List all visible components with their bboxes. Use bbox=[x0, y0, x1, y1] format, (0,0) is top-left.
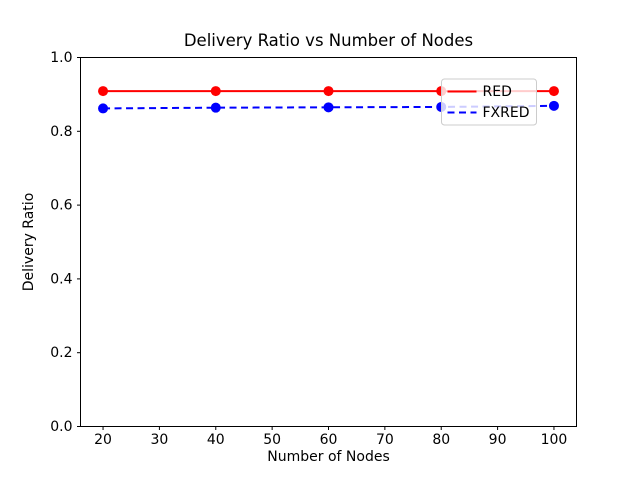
data-point bbox=[98, 103, 109, 114]
y-tick-label: 0.4 bbox=[50, 271, 72, 287]
y-axis-label: Delivery Ratio bbox=[21, 193, 37, 292]
legend-label: RED bbox=[483, 84, 512, 100]
x-axis-label: Number of Nodes bbox=[267, 449, 389, 465]
data-point bbox=[548, 86, 559, 97]
x-tick-label: 70 bbox=[376, 432, 394, 448]
y-tick-label: 0.6 bbox=[50, 198, 72, 214]
x-tick-label: 20 bbox=[94, 432, 112, 448]
x-tick-label: 90 bbox=[489, 432, 507, 448]
data-point bbox=[98, 86, 109, 97]
y-tick-label: 0.0 bbox=[50, 419, 72, 435]
chart-title: Delivery Ratio vs Number of Nodes bbox=[184, 31, 473, 50]
legend: RED FXRED bbox=[441, 78, 537, 126]
plot-area: 20 30 40 50 60 70 80 90 100 0.0 0.2 0.4 0.6 0.8 1.0 RED… bbox=[50, 50, 577, 448]
x-tick-label: 100 bbox=[541, 432, 568, 448]
data-point bbox=[323, 102, 334, 113]
x-tick-label: 40 bbox=[207, 432, 225, 448]
y-tick-label: 0.8 bbox=[50, 124, 72, 140]
data-point bbox=[323, 86, 334, 97]
x-tick-label: 30 bbox=[150, 432, 168, 448]
x-tick-label: 80 bbox=[432, 432, 450, 448]
data-point bbox=[548, 100, 559, 111]
data-point bbox=[210, 102, 221, 113]
x-tick-label: 60 bbox=[320, 432, 338, 448]
legend-label: FXRED bbox=[483, 105, 530, 121]
data-point bbox=[210, 86, 221, 97]
y-tick-label: 1.0 bbox=[50, 50, 72, 66]
axes-frame bbox=[80, 57, 577, 427]
x-tick-label: 50 bbox=[263, 432, 281, 448]
y-tick-label: 0.2 bbox=[50, 345, 72, 361]
